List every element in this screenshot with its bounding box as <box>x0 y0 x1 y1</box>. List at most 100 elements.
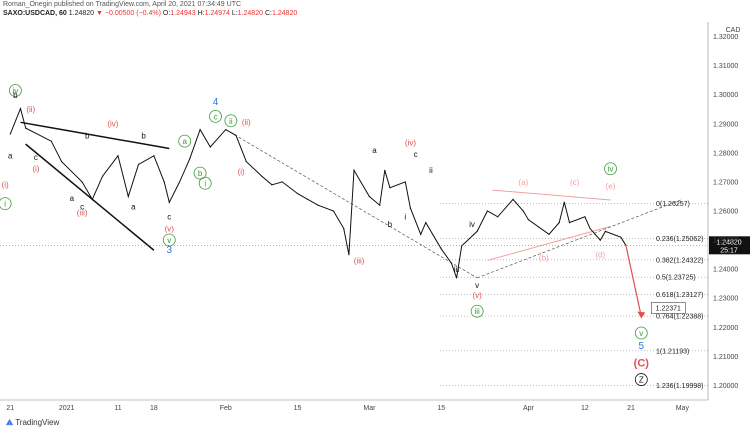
x-tick-label: 12 <box>581 405 589 412</box>
x-tick-label: May <box>676 405 690 412</box>
wave-label: (i) <box>2 181 9 190</box>
wave-label: (iii) <box>354 256 365 265</box>
price-point <box>209 146 211 148</box>
x-tick-label: 11 <box>114 405 121 412</box>
price-point <box>343 227 345 230</box>
price-point <box>604 230 606 232</box>
price-point <box>332 210 335 212</box>
y-tick-label: 1.27000 <box>713 179 738 186</box>
price-point <box>594 233 596 235</box>
high-label: H: <box>197 10 205 17</box>
low-value: 1.24820 <box>237 10 263 17</box>
price-point <box>522 210 524 212</box>
wave-label: (v) <box>165 224 175 233</box>
wave-label: (ii) <box>242 118 251 127</box>
wave-label: iv <box>608 165 614 174</box>
wave-label: iv <box>469 220 475 229</box>
price-point <box>281 181 283 183</box>
fib-level-label: 0.382(1.24322) <box>656 257 703 264</box>
price-point <box>548 233 550 235</box>
x-tick-label: 2021 <box>59 405 75 412</box>
wave-label: a <box>131 203 136 212</box>
wave-label: b <box>13 91 18 100</box>
brand-name: TradingView <box>15 418 60 427</box>
price-point <box>599 239 601 241</box>
x-tick-label: 15 <box>294 405 302 412</box>
price-point <box>584 216 586 218</box>
trendline <box>20 121 170 150</box>
last-price-label: 1.24820 <box>716 239 741 246</box>
wave-label: b <box>85 131 90 140</box>
y-tick-label: 1.26000 <box>713 209 738 216</box>
wave-label: (iv) <box>405 139 416 148</box>
footer: ⟁ TradingView <box>6 418 59 428</box>
wave-label: ii <box>429 166 433 175</box>
x-tick-label: Mar <box>363 405 376 412</box>
price-point <box>127 195 129 198</box>
open-label: O: <box>162 10 171 17</box>
price-point <box>384 169 386 171</box>
wave-label-circle <box>224 114 238 128</box>
change-arrow-icon: ▼ <box>96 10 103 17</box>
y-tick-label: 1.31000 <box>713 63 738 70</box>
price-point <box>19 108 22 110</box>
wave-label-circle <box>193 166 207 180</box>
price-point <box>420 233 422 235</box>
wave-label: i <box>404 213 406 222</box>
price-point <box>527 219 530 221</box>
price-point <box>497 216 499 218</box>
wave-label-circle <box>604 162 617 176</box>
price-point <box>81 181 83 183</box>
chart-header: Roman_Onegin published on TradingView.co… <box>3 0 297 18</box>
wave-label-circle <box>634 373 648 386</box>
wave-label: a <box>8 152 13 161</box>
y-tick-label: 1.32000 <box>713 34 738 41</box>
fib-level-label: 0.618(1.23127) <box>656 292 703 299</box>
price-point <box>235 134 237 136</box>
price-point <box>296 192 299 195</box>
countdown-label: 25:17 <box>720 247 738 254</box>
price-line <box>9 107 627 279</box>
fib-level-label: 0(1.26257) <box>656 201 690 208</box>
price-point <box>558 222 560 224</box>
price-point <box>620 236 622 238</box>
wave-label: b <box>388 220 393 229</box>
wave-label: c <box>414 150 418 159</box>
wave-label: (i) <box>238 168 245 177</box>
wave-label: i <box>4 200 6 209</box>
wave-label: 3 <box>167 245 173 256</box>
fib-level-label: 0.236(1.25062) <box>656 236 703 243</box>
wave-label-circle <box>178 134 192 148</box>
y-tick-label: 1.25000 <box>713 238 738 245</box>
projection-arrow <box>625 245 642 317</box>
x-tick-label: 21 <box>627 405 635 412</box>
price-point <box>91 198 93 200</box>
change: −0.00500 (−0.4%) <box>104 10 161 17</box>
price-point <box>168 201 170 203</box>
wave-label-circle <box>0 197 12 211</box>
trendline <box>492 189 611 201</box>
wave-label: b <box>141 131 146 140</box>
price-point <box>563 201 565 203</box>
publisher-line: Roman_Onegin published on TradingView.co… <box>3 1 242 8</box>
projection-arrow-head <box>637 311 646 319</box>
price-point <box>102 175 104 177</box>
price-point <box>225 128 227 131</box>
price-point <box>409 207 412 209</box>
price-point <box>307 198 309 200</box>
price-point <box>450 262 453 264</box>
wave-label: c <box>167 213 171 222</box>
symbol: SAXO:USDCAD, 60 <box>3 10 67 17</box>
wave-label: v <box>475 281 479 290</box>
wave-label-circle <box>209 110 222 123</box>
target-callout-box <box>651 302 686 314</box>
wave-label-circle <box>470 304 484 318</box>
y-tick-label: 1.29000 <box>713 121 738 128</box>
x-tick-label: 21 <box>6 405 14 412</box>
open-value: 1.24943 <box>170 10 196 17</box>
wave-label-circle <box>8 84 22 97</box>
tradingview-logo-icon: ⟁ <box>6 418 14 427</box>
price-point <box>404 181 406 183</box>
x-tick-label: Feb <box>220 405 232 412</box>
